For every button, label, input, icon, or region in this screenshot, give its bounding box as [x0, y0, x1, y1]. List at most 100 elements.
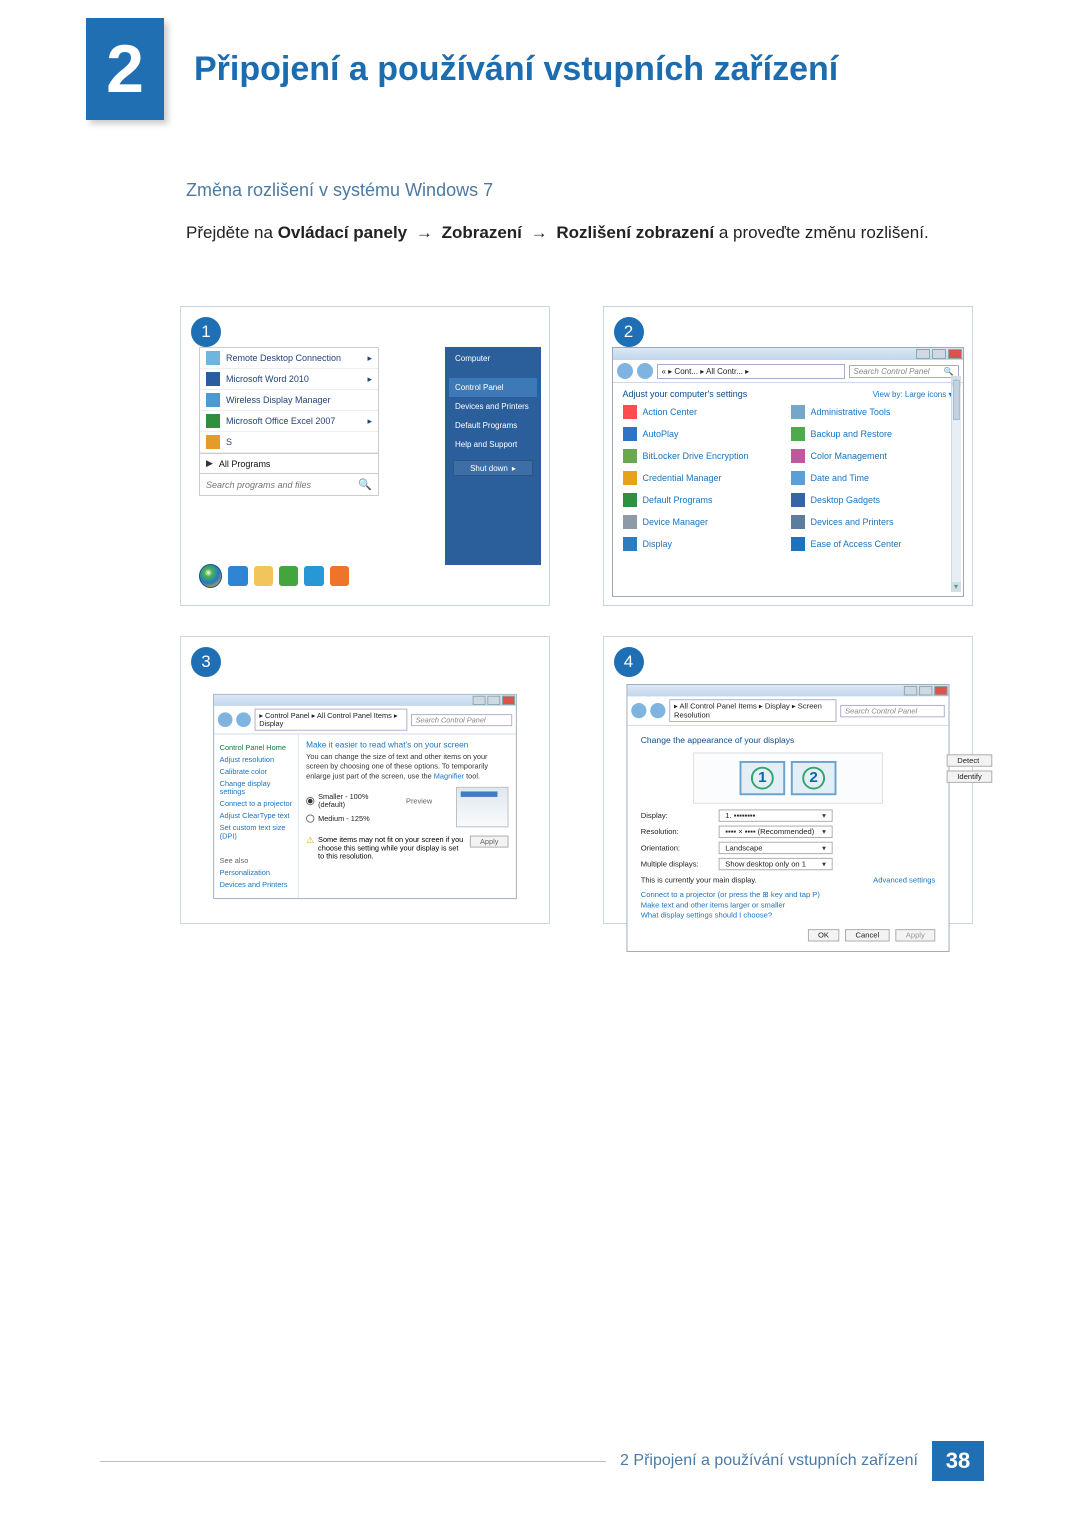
screenshot-panels: 1 Remote Desktop Connection ▸ Microsoft … — [0, 246, 1080, 924]
nav-back-button[interactable] — [218, 712, 233, 727]
identify-button[interactable]: Identify — [946, 771, 991, 783]
minimize-button[interactable] — [916, 349, 930, 359]
side-link[interactable]: Set custom text size (DPI) — [220, 823, 293, 840]
search-box[interactable]: Search Control Panel — [411, 713, 512, 725]
side-link[interactable]: Change display settings — [220, 779, 293, 796]
maximize-button[interactable] — [932, 349, 946, 359]
taskbar-app-icon[interactable] — [228, 566, 247, 586]
link-projector[interactable]: Connect to a projector (or press the ⊞ k… — [640, 890, 935, 899]
side-link[interactable]: Personalization — [220, 868, 293, 876]
minimize-button[interactable] — [473, 695, 486, 704]
multi-dropdown[interactable]: Show desktop only on 1▾ — [718, 858, 832, 870]
start-menu-item[interactable]: Wireless Display Manager — [200, 390, 378, 411]
radio-icon — [306, 814, 314, 822]
cp-item[interactable]: Devices and Printers — [791, 515, 953, 529]
nav-forward-button[interactable] — [236, 712, 251, 727]
start-link[interactable]: Devices and Printers — [449, 397, 537, 416]
all-programs-button[interactable]: ▶ All Programs — [200, 453, 378, 473]
monitor-2[interactable]: 2 — [790, 761, 836, 795]
side-link[interactable]: Devices and Printers — [220, 880, 293, 888]
start-search-input[interactable] — [206, 480, 336, 490]
maximize-button[interactable] — [487, 695, 500, 704]
taskbar-app-icon[interactable] — [330, 566, 349, 586]
magnifier-link[interactable]: Magnifier — [434, 772, 464, 780]
search-box[interactable]: Search Control Panel — [840, 705, 945, 717]
cp-item-label: Credential Manager — [643, 473, 722, 483]
ok-button[interactable]: OK — [807, 929, 839, 941]
taskbar-app-icon[interactable] — [304, 566, 323, 586]
search-box[interactable]: Search Control Panel 🔍 — [849, 365, 959, 378]
start-link[interactable]: Help and Support — [449, 435, 537, 454]
cp-item[interactable]: Desktop Gadgets — [791, 493, 953, 507]
maximize-button[interactable] — [919, 686, 932, 696]
cp-item[interactable]: Default Programs — [623, 493, 785, 507]
scroll-thumb[interactable] — [953, 380, 960, 420]
side-link[interactable]: Connect to a projector — [220, 799, 293, 807]
cp-item[interactable]: Ease of Access Center — [791, 537, 953, 551]
side-link[interactable]: Adjust ClearType text — [220, 811, 293, 819]
link-text-size[interactable]: Make text and other items larger or smal… — [640, 901, 935, 910]
page-footer: 2 Připojení a používání vstupních zaříze… — [0, 1441, 1080, 1481]
display-dropdown[interactable]: 1. ▪▪▪▪▪▪▪▪▾ — [718, 810, 832, 822]
minimize-button[interactable] — [903, 686, 916, 696]
start-menu-item[interactable]: S — [200, 432, 378, 453]
apply-button[interactable]: Apply — [895, 929, 935, 941]
scrollbar[interactable]: ▴ ▾ — [951, 376, 961, 592]
advanced-settings-link[interactable]: Advanced settings — [873, 876, 935, 885]
link-help[interactable]: What display settings should I choose? — [640, 911, 935, 920]
scale-radio-100[interactable]: Smaller - 100% (default) Preview — [306, 792, 432, 809]
cp-item[interactable]: Action Center — [623, 405, 785, 419]
start-search-row: 🔍 — [200, 473, 378, 495]
shutdown-button[interactable]: Shut down ▸ — [453, 460, 533, 476]
cp-item-icon — [623, 405, 637, 419]
cp-header-row: Adjust your computer's settings View by:… — [613, 383, 963, 405]
cp-item[interactable]: Date and Time — [791, 471, 953, 485]
close-button[interactable] — [502, 695, 515, 704]
nav-back-button[interactable] — [617, 363, 633, 379]
scroll-down-icon[interactable]: ▾ — [952, 582, 961, 592]
breadcrumb-path[interactable]: ▸ Control Panel ▸ All Control Panel Item… — [255, 708, 408, 730]
start-link[interactable]: Computer — [449, 349, 537, 368]
start-menu-item[interactable]: Microsoft Word 2010 ▸ — [200, 369, 378, 390]
view-by-dropdown[interactable]: View by: Large icons ▾ — [873, 390, 953, 399]
cp-item[interactable]: Color Management — [791, 449, 953, 463]
cancel-button[interactable]: Cancel — [845, 929, 890, 941]
search-icon[interactable]: 🔍 — [358, 478, 372, 491]
cp-item-label: Date and Time — [811, 473, 870, 483]
nav-forward-button[interactable] — [650, 703, 665, 718]
desc-b: tool. — [466, 772, 480, 780]
detect-button[interactable]: Detect — [946, 755, 991, 767]
side-link[interactable]: Adjust resolution — [220, 755, 293, 763]
nav-row: ▸ Control Panel ▸ All Control Panel Item… — [214, 706, 516, 735]
monitor-1[interactable]: 1 — [739, 761, 785, 795]
cp-item[interactable]: Credential Manager — [623, 471, 785, 485]
nav-forward-button[interactable] — [637, 363, 653, 379]
cp-item-label: Ease of Access Center — [811, 539, 902, 549]
cp-item[interactable]: Administrative Tools — [791, 405, 953, 419]
breadcrumb-path[interactable]: « ▸ Cont... ▸ All Contr... ▸ — [657, 364, 845, 379]
scale-radio-125[interactable]: Medium - 125% — [306, 814, 432, 822]
cp-item[interactable]: Display — [623, 537, 785, 551]
close-button[interactable] — [948, 349, 962, 359]
apply-button[interactable]: Apply — [470, 835, 509, 847]
start-menu-item[interactable]: Remote Desktop Connection ▸ — [200, 348, 378, 369]
cp-item[interactable]: Backup and Restore — [791, 427, 953, 441]
close-button[interactable] — [934, 686, 947, 696]
resolution-dropdown[interactable]: ▪▪▪▪ × ▪▪▪▪ (Recommended)▾ — [718, 826, 832, 838]
display-main: Make it easier to read what's on your sc… — [299, 734, 516, 898]
orientation-dropdown[interactable]: Landscape▾ — [718, 842, 832, 854]
start-link[interactable]: Default Programs — [449, 416, 537, 435]
side-link[interactable]: Calibrate color — [220, 767, 293, 775]
cp-item[interactable]: Device Manager — [623, 515, 785, 529]
dd-value: ▪▪▪▪ × ▪▪▪▪ (Recommended) — [725, 828, 814, 837]
start-link-control-panel[interactable]: Control Panel — [449, 378, 537, 397]
cp-home-link[interactable]: Control Panel Home — [220, 743, 293, 751]
start-orb-icon[interactable] — [199, 564, 222, 588]
cp-item[interactable]: BitLocker Drive Encryption — [623, 449, 785, 463]
nav-back-button[interactable] — [631, 703, 646, 718]
taskbar-app-icon[interactable] — [254, 566, 273, 586]
breadcrumb-path[interactable]: ▸ All Control Panel Items ▸ Display ▸ Sc… — [669, 699, 836, 722]
taskbar-app-icon[interactable] — [279, 566, 298, 586]
cp-item[interactable]: AutoPlay — [623, 427, 785, 441]
start-menu-item[interactable]: Microsoft Office Excel 2007 ▸ — [200, 411, 378, 432]
